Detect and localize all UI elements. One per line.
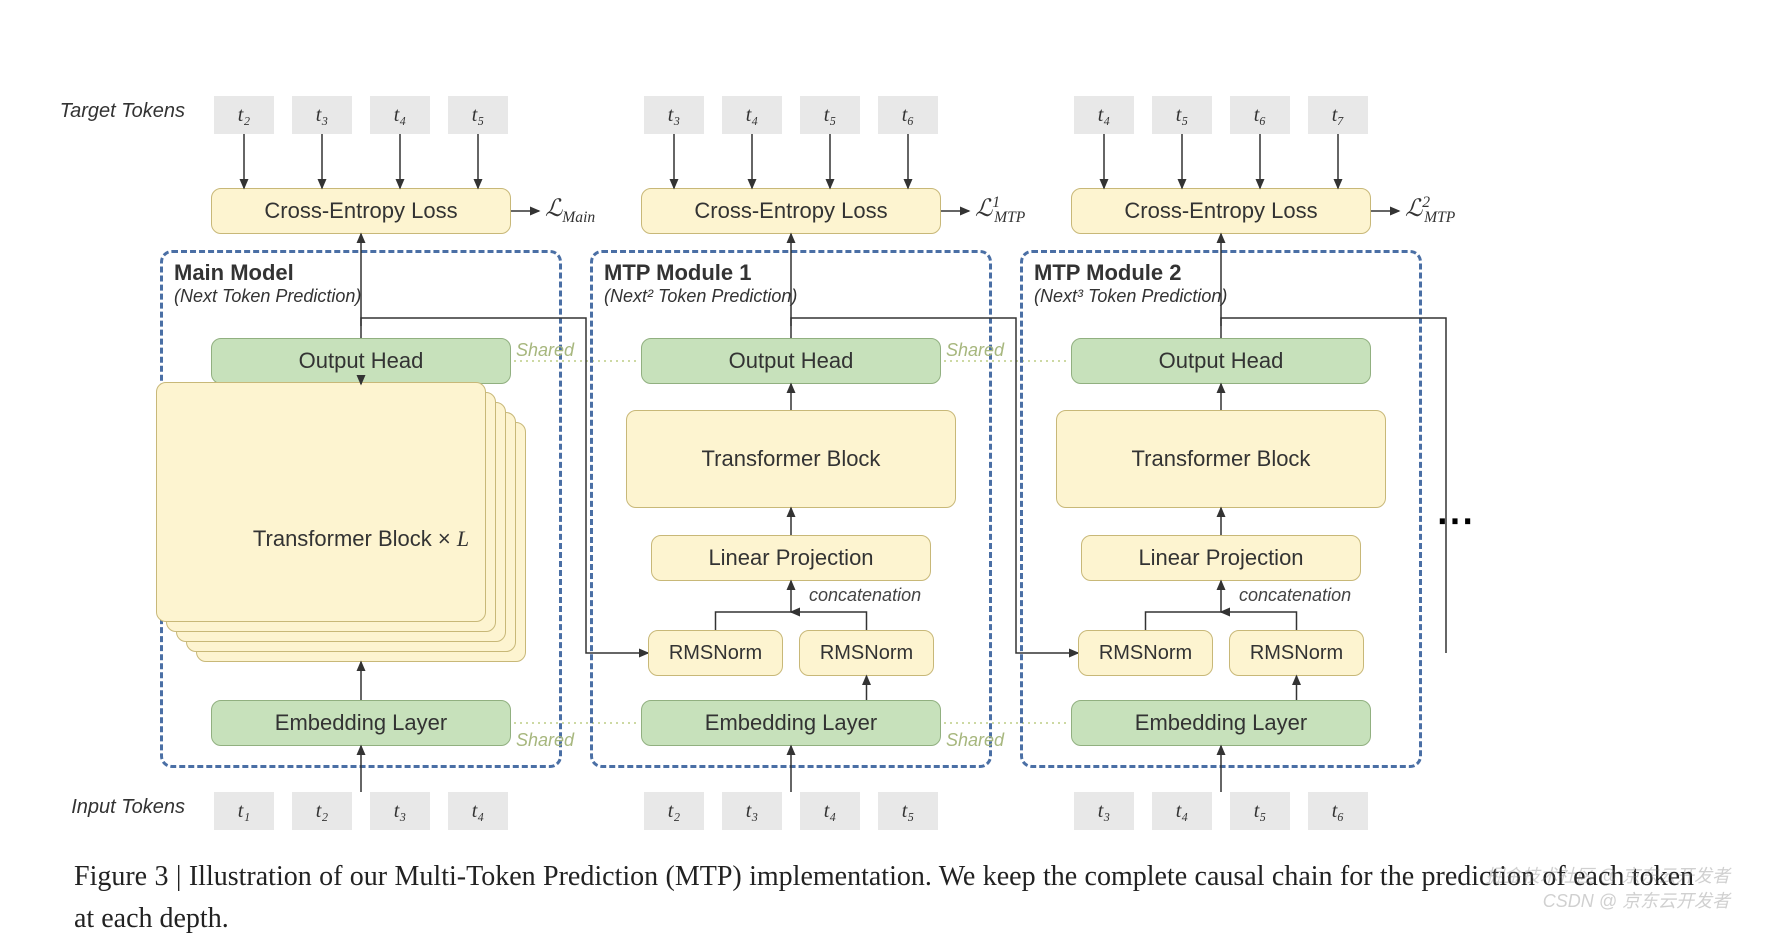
transformer-block: Transformer Block xyxy=(1056,410,1386,508)
figure-caption: Figure 3 | Illustration of our Multi-Tok… xyxy=(74,856,1694,940)
target-token: t₆ xyxy=(1230,96,1290,134)
target-token: t₅ xyxy=(1152,96,1212,134)
shared-label: Shared xyxy=(516,730,574,751)
diagram-canvas: Target Tokens Input Tokens ⋯ Main Model(… xyxy=(0,0,1770,942)
target-token: t₇ xyxy=(1308,96,1368,134)
watermark-line: 掘金技术社区 @ 京东云开发者 xyxy=(1486,864,1730,889)
module-box-mtp1 xyxy=(590,250,992,768)
shared-label: Shared xyxy=(516,340,574,361)
input-tokens-label: Input Tokens xyxy=(0,796,185,819)
input-token: t₃ xyxy=(722,792,782,830)
module-subtitle-mtp2: (Next³ Token Prediction) xyxy=(1034,286,1227,307)
watermark-line: CSDN @ 京东云开发者 xyxy=(1486,889,1730,914)
input-token: t₃ xyxy=(1074,792,1134,830)
input-token: t₄ xyxy=(800,792,860,830)
input-token: t₅ xyxy=(878,792,938,830)
transformer-stack-card xyxy=(156,382,486,622)
transformer-stack-label: Transformer Block × L xyxy=(196,526,526,552)
linear-projection-block: Linear Projection xyxy=(1081,535,1361,581)
rmsnorm-block: RMSNorm xyxy=(1229,630,1364,676)
module-box-mtp2 xyxy=(1020,250,1422,768)
loss-label-main: ℒMain xyxy=(545,194,595,227)
shared-label: Shared xyxy=(946,340,1004,361)
linear-projection-block: Linear Projection xyxy=(651,535,931,581)
input-token: t₄ xyxy=(448,792,508,830)
module-subtitle-main: (Next Token Prediction) xyxy=(174,286,361,307)
input-token: t₂ xyxy=(292,792,352,830)
cross-entropy-block: Cross-Entropy Loss xyxy=(211,188,511,234)
output-head-block: Output Head xyxy=(641,338,941,384)
output-head-block: Output Head xyxy=(211,338,511,384)
module-subtitle-mtp1: (Next² Token Prediction) xyxy=(604,286,797,307)
input-token: t₃ xyxy=(370,792,430,830)
rmsnorm-block: RMSNorm xyxy=(799,630,934,676)
input-token: t₂ xyxy=(644,792,704,830)
target-tokens-label: Target Tokens xyxy=(0,100,185,123)
rmsnorm-block: RMSNorm xyxy=(648,630,783,676)
embedding-block: Embedding Layer xyxy=(641,700,941,746)
concatenation-label: concatenation xyxy=(1239,585,1351,606)
embedding-block: Embedding Layer xyxy=(1071,700,1371,746)
input-token: t₅ xyxy=(1230,792,1290,830)
rmsnorm-block: RMSNorm xyxy=(1078,630,1213,676)
target-token: t₂ xyxy=(214,96,274,134)
input-token: t₄ xyxy=(1152,792,1212,830)
input-token: t₆ xyxy=(1308,792,1368,830)
embedding-block: Embedding Layer xyxy=(211,700,511,746)
module-title-mtp2: MTP Module 2 xyxy=(1034,260,1182,286)
target-token: t₅ xyxy=(800,96,860,134)
output-head-block: Output Head xyxy=(1071,338,1371,384)
target-token: t₄ xyxy=(370,96,430,134)
concatenation-label: concatenation xyxy=(809,585,921,606)
target-token: t₃ xyxy=(292,96,352,134)
cross-entropy-block: Cross-Entropy Loss xyxy=(641,188,941,234)
target-token: t₆ xyxy=(878,96,938,134)
module-title-mtp1: MTP Module 1 xyxy=(604,260,752,286)
loss-label-mtp1: ℒ1MTP xyxy=(975,194,1025,227)
module-title-main: Main Model xyxy=(174,260,294,286)
ellipsis: ⋯ xyxy=(1436,498,1478,543)
shared-label: Shared xyxy=(946,730,1004,751)
cross-entropy-block: Cross-Entropy Loss xyxy=(1071,188,1371,234)
transformer-block: Transformer Block xyxy=(626,410,956,508)
target-token: t₄ xyxy=(1074,96,1134,134)
input-token: t₁ xyxy=(214,792,274,830)
target-token: t₄ xyxy=(722,96,782,134)
loss-label-mtp2: ℒ2MTP xyxy=(1405,194,1455,227)
target-token: t₅ xyxy=(448,96,508,134)
target-token: t₃ xyxy=(644,96,704,134)
watermark: 掘金技术社区 @ 京东云开发者 CSDN @ 京东云开发者 xyxy=(1486,864,1730,914)
